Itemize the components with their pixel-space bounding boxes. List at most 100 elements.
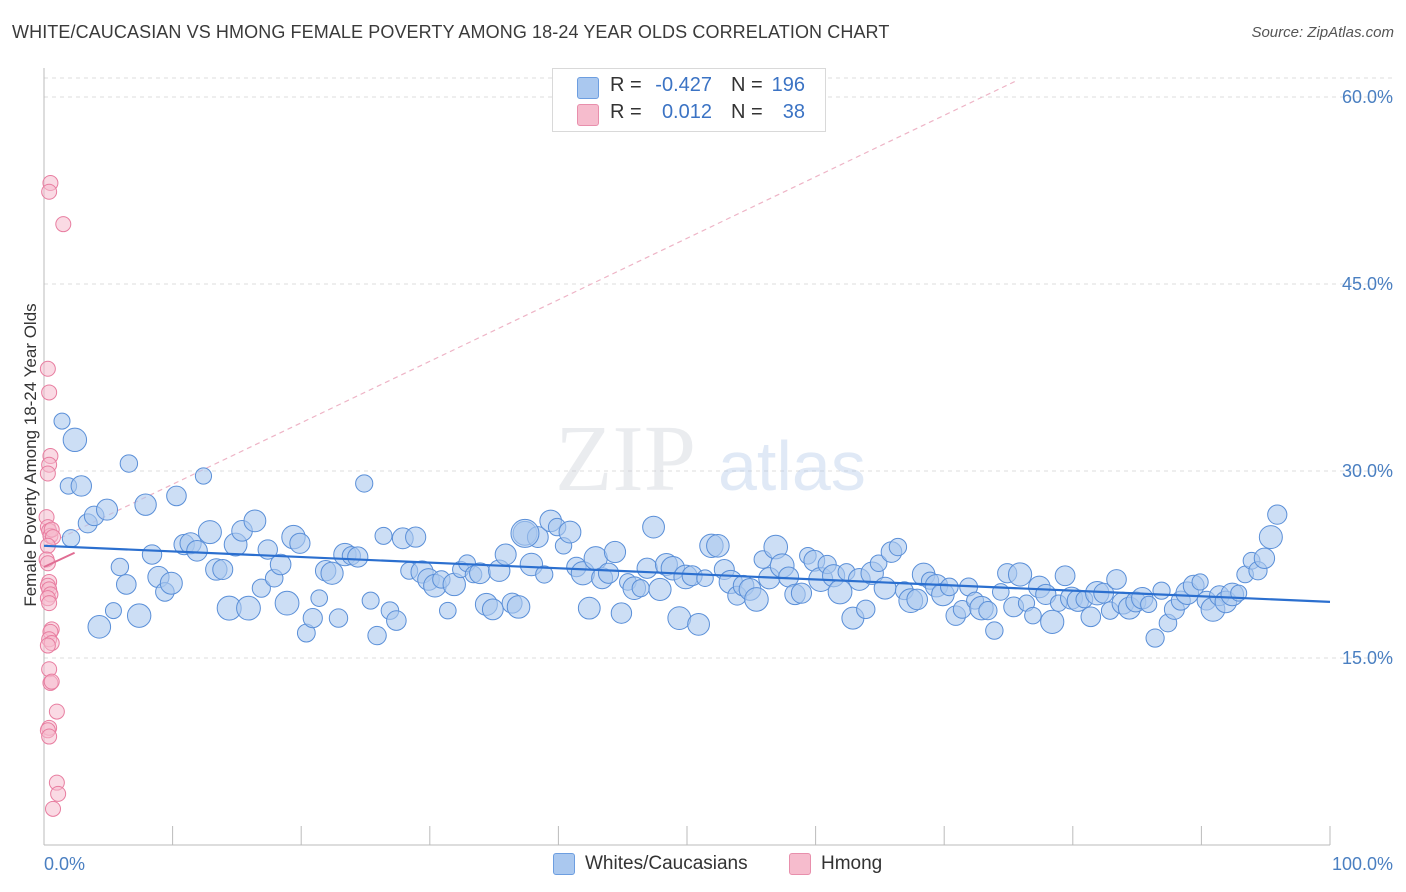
point-whites [991, 583, 1010, 601]
y-tick-label: 30.0% [1342, 461, 1393, 481]
point-whites [212, 558, 234, 580]
point-hmong [43, 673, 60, 690]
point-whites [289, 532, 311, 554]
trend-lines [43, 544, 1331, 603]
point-hmong [45, 800, 62, 817]
point-whites [1191, 573, 1209, 591]
point-whites [159, 571, 183, 595]
point-hmong [41, 183, 58, 200]
point-whites [631, 579, 650, 598]
point-whites [134, 493, 157, 516]
point-whites [274, 590, 300, 616]
point-whites [374, 526, 393, 545]
point-whites [302, 608, 323, 629]
point-whites [873, 576, 897, 600]
point-whites [744, 587, 769, 612]
point-whites [269, 553, 292, 576]
point-whites [96, 498, 119, 521]
bottom-legend-label-whites: Whites/Caucasians [585, 853, 748, 874]
reference-line [43, 79, 1019, 547]
point-whites [116, 574, 137, 595]
legend-r-value: 0.012 [661, 101, 712, 123]
point-whites [856, 599, 876, 620]
point-whites [251, 578, 271, 598]
point-whites [696, 569, 714, 588]
point-whites [1145, 628, 1165, 648]
point-hmong [41, 728, 58, 745]
point-whites [1007, 562, 1033, 587]
point-hmong [48, 703, 65, 720]
legend: R = -0.427 N = 196 R = 0.012 N = 38 [552, 68, 826, 132]
point-whites [367, 625, 387, 646]
point-whites [1054, 565, 1076, 587]
point-whites [535, 565, 554, 584]
bottom-legend: Whites/Caucasians Hmong [0, 852, 1406, 878]
point-hmong [41, 384, 58, 401]
bottom-legend-swatch-whites [553, 853, 575, 875]
legend-n-value: 38 [782, 101, 805, 123]
y-tick-label: 60.0% [1342, 87, 1393, 107]
point-whites [194, 467, 213, 485]
point-hmong [39, 637, 56, 654]
point-whites [1140, 595, 1158, 613]
point-whites [347, 546, 369, 568]
point-hmong [50, 785, 67, 802]
point-whites [236, 595, 261, 621]
point-whites [506, 595, 531, 619]
legend-n-label: N = [731, 74, 763, 96]
point-whites [119, 454, 139, 473]
point-whites [141, 544, 163, 565]
legend-n-label: N = [731, 101, 763, 123]
series-hmong-points [38, 175, 72, 817]
point-whites [197, 520, 222, 545]
watermark-atlas: atlas [718, 427, 866, 505]
point-whites [940, 577, 959, 597]
legend-n-value: 196 [771, 74, 805, 96]
point-whites [510, 518, 540, 548]
point-whites [1267, 504, 1288, 525]
point-whites [361, 591, 380, 610]
point-whites [790, 582, 813, 604]
legend-swatch-whites [577, 77, 599, 99]
point-whites [126, 603, 152, 628]
point-whites [985, 621, 1004, 640]
point-whites [1106, 569, 1127, 590]
point-whites [104, 602, 122, 620]
point-whites [636, 557, 658, 579]
point-whites [1024, 606, 1042, 625]
point-whites [888, 537, 908, 557]
legend-r-label: R = [610, 101, 642, 123]
trend-line-hmong [43, 551, 75, 568]
y-axis-title: Female Poverty Among 18-24 Year Olds [21, 303, 40, 606]
point-whites [1152, 581, 1171, 600]
point-hmong [55, 216, 72, 233]
point-whites [328, 608, 349, 628]
point-whites [667, 606, 692, 631]
x-tick-label: 0.0% [44, 854, 85, 874]
trend-line-whites [43, 544, 1331, 603]
point-whites [978, 601, 998, 621]
point-whites [1040, 609, 1065, 634]
point-hmong [39, 465, 56, 482]
legend-r-label: R = [610, 74, 642, 96]
point-whites [481, 598, 504, 621]
point-hmong [41, 595, 58, 612]
point-whites [687, 612, 710, 636]
point-whites [405, 526, 427, 548]
point-whites [310, 589, 329, 607]
point-whites [706, 534, 730, 558]
point-whites [869, 554, 888, 573]
point-whites [648, 577, 672, 602]
watermark-zip: ZIP [555, 407, 696, 511]
point-whites [53, 412, 71, 430]
point-whites [1258, 525, 1283, 550]
point-whites [70, 475, 92, 497]
point-whites [906, 588, 928, 611]
point-whites [243, 509, 267, 533]
point-hmong [39, 360, 56, 377]
chart-title: WHITE/CAUCASIAN VS HMONG FEMALE POVERTY … [12, 22, 890, 42]
point-whites [320, 561, 344, 585]
y-tick-label: 45.0% [1342, 274, 1393, 294]
bottom-legend-swatch-hmong [789, 853, 811, 875]
